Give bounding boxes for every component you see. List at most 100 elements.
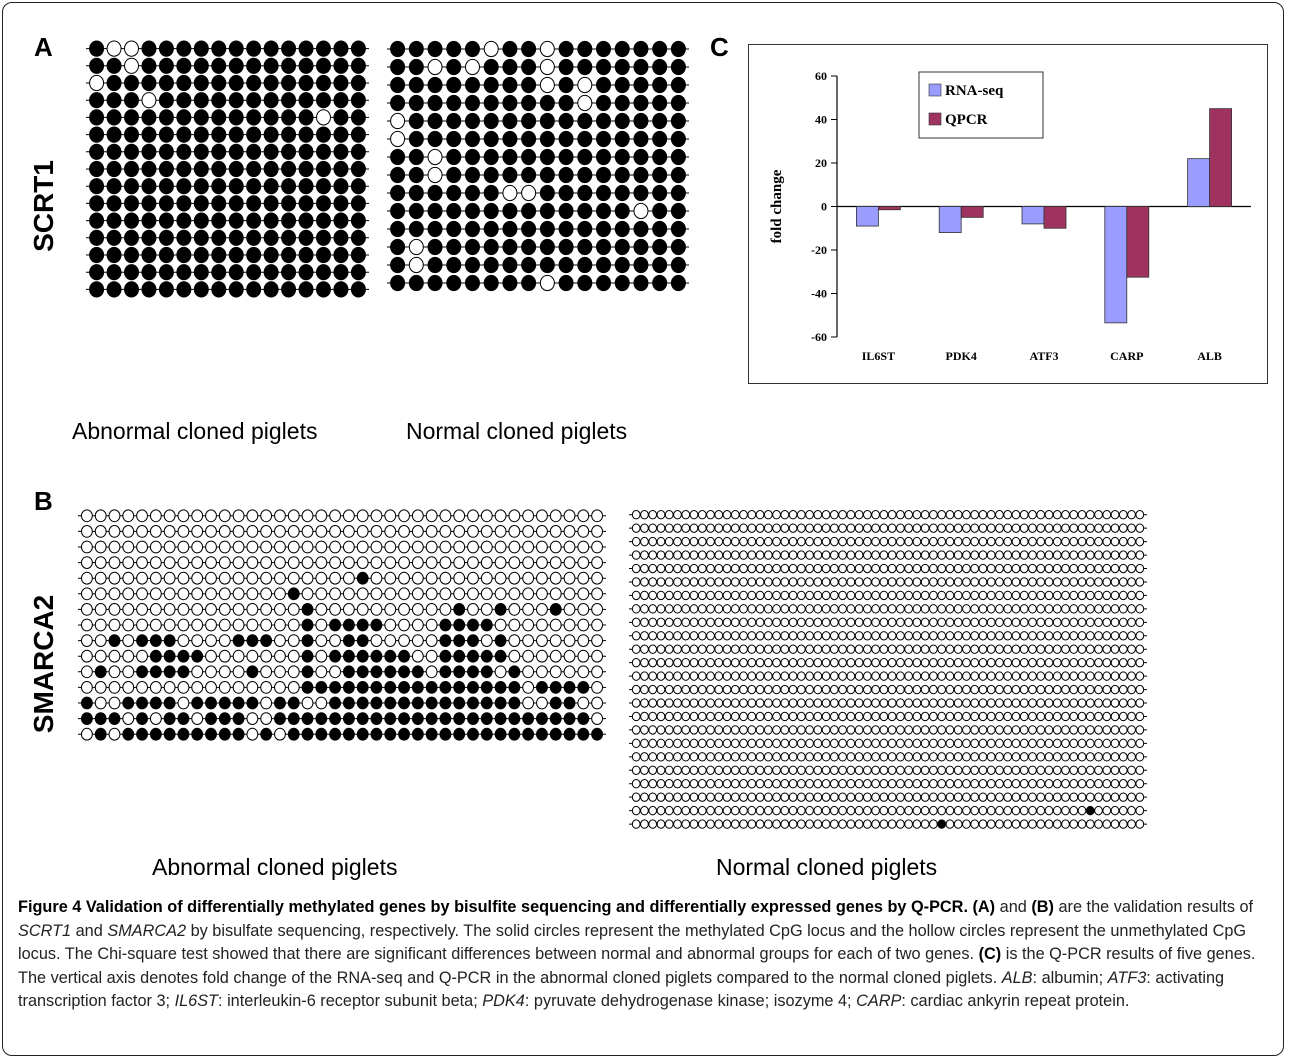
methylated-cpg-circle [670,40,686,58]
methylated-cpg-circle [193,40,209,57]
unmethylated-cpg-circle [937,577,947,587]
unmethylated-cpg-circle [494,587,507,601]
methylated-cpg-circle [342,696,355,710]
unmethylated-cpg-circle [673,657,682,668]
unmethylated-cpg-circle [656,819,666,829]
unmethylated-cpg-circle [978,510,988,520]
unmethylated-cpg-circle [986,523,996,533]
methylated-cpg-circle [480,649,493,663]
unmethylated-cpg-circle [1102,577,1112,587]
unmethylated-cpg-circle [656,671,666,681]
unmethylated-cpg-circle [1019,631,1029,641]
unmethylated-cpg-circle [1085,698,1095,708]
methylated-cpg-circle [464,148,480,166]
unmethylated-cpg-circle [1094,577,1103,587]
methylated-cpg-circle [94,712,107,726]
methylated-cpg-circle [350,281,366,298]
unmethylated-cpg-circle [838,684,847,695]
methylated-cpg-circle [342,727,355,741]
unmethylated-cpg-circle [929,792,938,802]
unmethylated-cpg-circle [1036,550,1046,560]
unmethylated-cpg-circle [722,644,732,654]
caption-def-pdk4: : pyruvate dehydrogenase kinase; isozyme… [524,992,852,1010]
legend-swatch [928,83,942,97]
unmethylated-cpg-circle [730,563,740,574]
unmethylated-cpg-circle [94,696,107,710]
unmethylated-cpg-circle [1077,644,1087,654]
unmethylated-cpg-circle [879,819,889,829]
unmethylated-cpg-circle [945,671,955,681]
methylated-cpg-circle [494,696,507,710]
unmethylated-cpg-circle [1102,711,1112,722]
unmethylated-cpg-circle [829,805,839,816]
unmethylated-cpg-circle [755,738,765,749]
unmethylated-cpg-circle [640,738,649,749]
unmethylated-cpg-circle [1036,765,1046,775]
methylated-cpg-circle [108,634,121,648]
unmethylated-cpg-circle [246,603,259,616]
methylated-cpg-circle [298,246,314,264]
unmethylated-cpg-circle [1135,523,1145,533]
methylated-cpg-circle [521,238,537,256]
methylated-cpg-circle [577,148,593,166]
unmethylated-cpg-circle [722,684,732,695]
methylated-cpg-circle [301,681,314,694]
methylated-cpg-circle [211,40,227,57]
unmethylated-cpg-circle [796,604,806,614]
unmethylated-cpg-circle [772,577,781,587]
unmethylated-cpg-circle [937,779,947,789]
unmethylated-cpg-circle [962,523,971,533]
unmethylated-cpg-circle [1094,657,1103,668]
x-tick-label: CARP [1110,349,1143,363]
unmethylated-cpg-circle [689,523,699,533]
unmethylated-cpg-circle [522,681,535,694]
unmethylated-cpg-circle [829,671,839,681]
y-tick-label: 20 [815,156,827,170]
unmethylated-cpg-circle [301,696,314,710]
unmethylated-cpg-circle [648,550,658,560]
methylated-cpg-circle [398,696,410,710]
methylated-cpg-circle [577,58,593,76]
unmethylated-cpg-circle [689,536,699,547]
methylated-cpg-circle [596,130,612,148]
unmethylated-cpg-circle [739,631,748,641]
unmethylated-cpg-circle [953,550,963,560]
unmethylated-cpg-circle [656,738,666,749]
unmethylated-cpg-circle [788,805,798,816]
unmethylated-cpg-circle [1019,644,1029,654]
methylated-cpg-circle [370,649,383,663]
unmethylated-cpg-circle [122,712,135,726]
unmethylated-cpg-circle [522,587,535,601]
unmethylated-cpg-circle [1118,805,1128,816]
unmethylated-cpg-circle [384,509,397,523]
unmethylated-cpg-circle [1110,805,1120,816]
unmethylated-cpg-circle [384,634,397,648]
unmethylated-cpg-circle [1110,752,1120,762]
methylated-cpg-circle [350,109,366,126]
unmethylated-cpg-circle [1061,657,1070,668]
unmethylated-cpg-circle [904,711,914,722]
unmethylated-cpg-circle [673,523,682,533]
methylated-cpg-circle [670,112,686,130]
methylated-cpg-circle [577,166,593,184]
unmethylated-cpg-circle [986,752,996,762]
unmethylated-cpg-circle [1085,725,1095,735]
unmethylated-cpg-circle [838,671,847,681]
unmethylated-cpg-circle [772,563,781,574]
unmethylated-cpg-circle [755,671,765,681]
methylated-cpg-circle [670,76,686,94]
unmethylated-cpg-circle [315,509,328,523]
unmethylated-cpg-circle [656,590,666,601]
unmethylated-cpg-circle [577,571,590,585]
unmethylated-cpg-circle [739,792,748,802]
unmethylated-cpg-circle [854,523,864,533]
methylated-cpg-circle [287,696,300,710]
methylated-cpg-circle [263,109,279,126]
unmethylated-cpg-circle [656,577,666,587]
unmethylated-cpg-circle [986,725,996,735]
unmethylated-cpg-circle [1044,510,1054,520]
unmethylated-cpg-circle [149,603,162,616]
unmethylated-cpg-circle [838,779,847,789]
unmethylated-cpg-circle [920,536,930,547]
unmethylated-cpg-circle [945,590,955,601]
